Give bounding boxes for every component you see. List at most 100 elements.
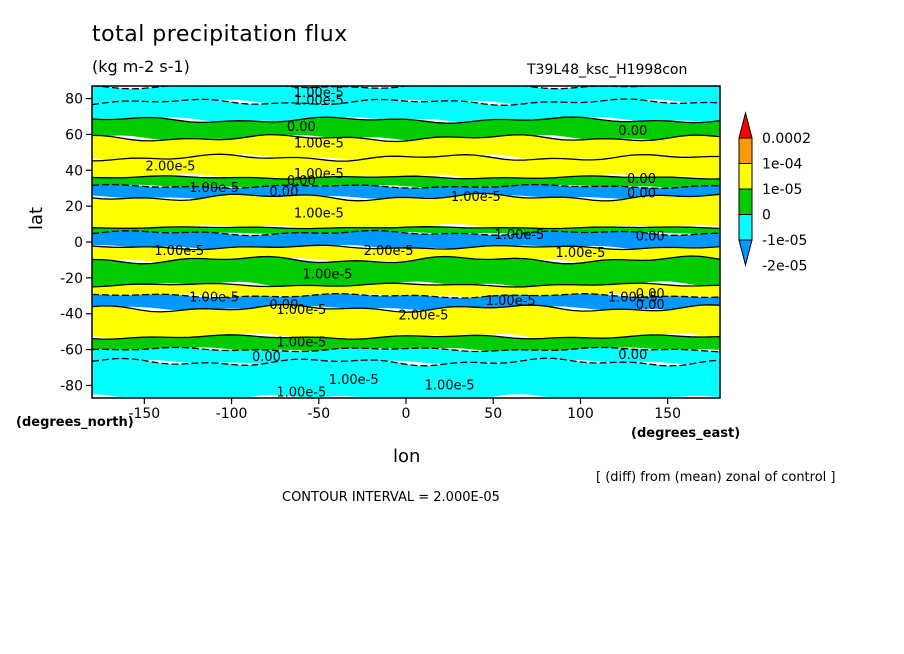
contour-label: 1.00e-5	[189, 291, 239, 306]
contour-label: 1.00e-5	[608, 291, 658, 306]
contour-interval: CONTOUR INTERVAL = 2.000E-05	[282, 490, 500, 505]
colorbar: 0.0002 1e-04 1e-05 0 -1e-05 -2e-05	[738, 111, 811, 275]
y-tick-label: 80	[65, 92, 83, 108]
contour-label: 0.00	[269, 185, 298, 200]
contour-label: 1.00e-5	[189, 181, 239, 196]
colorbar-label: -1e-05	[762, 233, 807, 249]
colorbar-bottom-arrow	[738, 239, 753, 267]
contour-band	[92, 86, 720, 105]
contour-label: 1.00e-5	[294, 86, 344, 101]
contour-lines	[92, 86, 720, 367]
contour-label: 1.00e-5	[154, 244, 204, 259]
contour-label: 0.00	[627, 172, 656, 187]
y-axis-units: (degrees_north)	[16, 415, 134, 430]
colorbar-top-arrow	[738, 111, 753, 139]
contour-line	[92, 175, 720, 180]
x-axis-ticks: -150 -100 -50 0 50 100 150	[128, 398, 681, 422]
contour-line	[92, 303, 720, 313]
colorbar-segment	[738, 188, 753, 215]
chart-units: (kg m-2 s-1)	[92, 57, 190, 76]
contour-label: 0.00	[618, 348, 647, 363]
contour-label: 1.00e-5	[276, 335, 326, 350]
contour-band	[92, 193, 720, 232]
contour-band	[92, 293, 720, 311]
contour-label: 0.00	[287, 120, 316, 135]
colorbar-segment	[738, 137, 753, 164]
contour-line	[92, 226, 720, 230]
x-axis-label: lon	[393, 446, 421, 467]
contour-label: 1.00e-5	[425, 378, 475, 393]
y-tick-label: 0	[74, 235, 83, 251]
contour-label: 2.00e-5	[146, 160, 196, 175]
contour-label: 0.00	[636, 298, 665, 313]
contour-line	[92, 282, 720, 288]
contour-band	[92, 304, 720, 341]
filled-contours	[92, 86, 720, 398]
colorbar-label: 0.0002	[762, 131, 811, 147]
y-tick-label: -20	[60, 271, 83, 287]
contour-label: 1.00e-5	[451, 190, 501, 205]
contour-line	[92, 133, 720, 143]
contour-label: 0.00	[287, 174, 316, 189]
y-tick-label: -40	[60, 307, 83, 323]
x-tick-label: 50	[484, 406, 502, 422]
contour-line	[92, 229, 720, 237]
contour-label: 1.00e-5	[294, 167, 344, 182]
contour-label: 1.00e-5	[294, 136, 344, 151]
contour-band	[92, 358, 720, 398]
contour-band	[92, 117, 720, 142]
diff-note: [ (diff) from (mean) zonal of control ]	[596, 470, 836, 485]
colorbar-label: -2e-05	[762, 259, 807, 275]
y-tick-label: -80	[60, 378, 83, 394]
contour-label: 1.00e-5	[329, 373, 379, 388]
colorbar-label: 0	[762, 208, 771, 224]
contour-label: 0.00	[636, 287, 665, 302]
contour-line	[92, 98, 720, 106]
colorbar-segment	[738, 214, 753, 241]
contour-band	[92, 154, 720, 181]
run-name: T39L48_ksc_H1998con	[527, 62, 688, 78]
x-tick-label: 150	[654, 406, 681, 422]
x-tick-label: -150	[128, 406, 160, 422]
contour-line	[92, 346, 720, 353]
contour-label: 1.00e-5	[276, 303, 326, 318]
contour-label: 1.00e-5	[494, 228, 544, 243]
contour-line	[92, 153, 720, 162]
contour-band	[92, 334, 720, 352]
contour-label: 1.00e-5	[294, 206, 344, 221]
contour-line	[92, 292, 720, 299]
contour-label: 0.00	[618, 124, 647, 139]
contour-line	[92, 116, 720, 124]
y-axis-ticks: -80 -60 -40 -20 0 20 40 60 80	[60, 92, 92, 394]
contour-labels: 1.00e-51.00e-50.00 0.001.00e-52.00e-5 1.00…	[146, 86, 665, 401]
contour-line	[92, 334, 720, 340]
x-axis-units: (degrees_east)	[631, 426, 741, 441]
x-tick-label: -50	[307, 406, 330, 422]
y-tick-label: 40	[65, 163, 83, 179]
x-tick-label: 0	[402, 406, 411, 422]
contour-label: 1.00e-5	[555, 246, 605, 261]
contour-label: 0.00	[269, 298, 298, 313]
contour-label: 1.00e-5	[303, 267, 353, 282]
contour-label: 2.00e-5	[398, 309, 448, 324]
x-tick-label: 100	[567, 406, 594, 422]
contour-band	[92, 134, 720, 162]
colorbar-segment	[738, 163, 753, 190]
contour-label: 1.00e-5	[486, 294, 536, 309]
contour-band	[92, 230, 720, 250]
colorbar-label: 1e-05	[762, 182, 802, 198]
colorbar-label: 1e-04	[762, 157, 802, 173]
x-tick-label: -100	[216, 406, 248, 422]
contour-label: 1.00e-5	[276, 386, 326, 401]
contour-line	[92, 244, 720, 251]
y-tick-label: -60	[60, 343, 83, 359]
contour-line	[92, 183, 720, 189]
y-tick-label: 60	[65, 127, 83, 143]
contour-label: 1.00e-5	[294, 93, 344, 108]
contour-line	[92, 357, 720, 367]
contour-band	[92, 175, 720, 188]
contour-line	[92, 192, 720, 202]
contour-label: 0.00	[252, 350, 281, 365]
contour-label: 0.00	[627, 187, 656, 202]
